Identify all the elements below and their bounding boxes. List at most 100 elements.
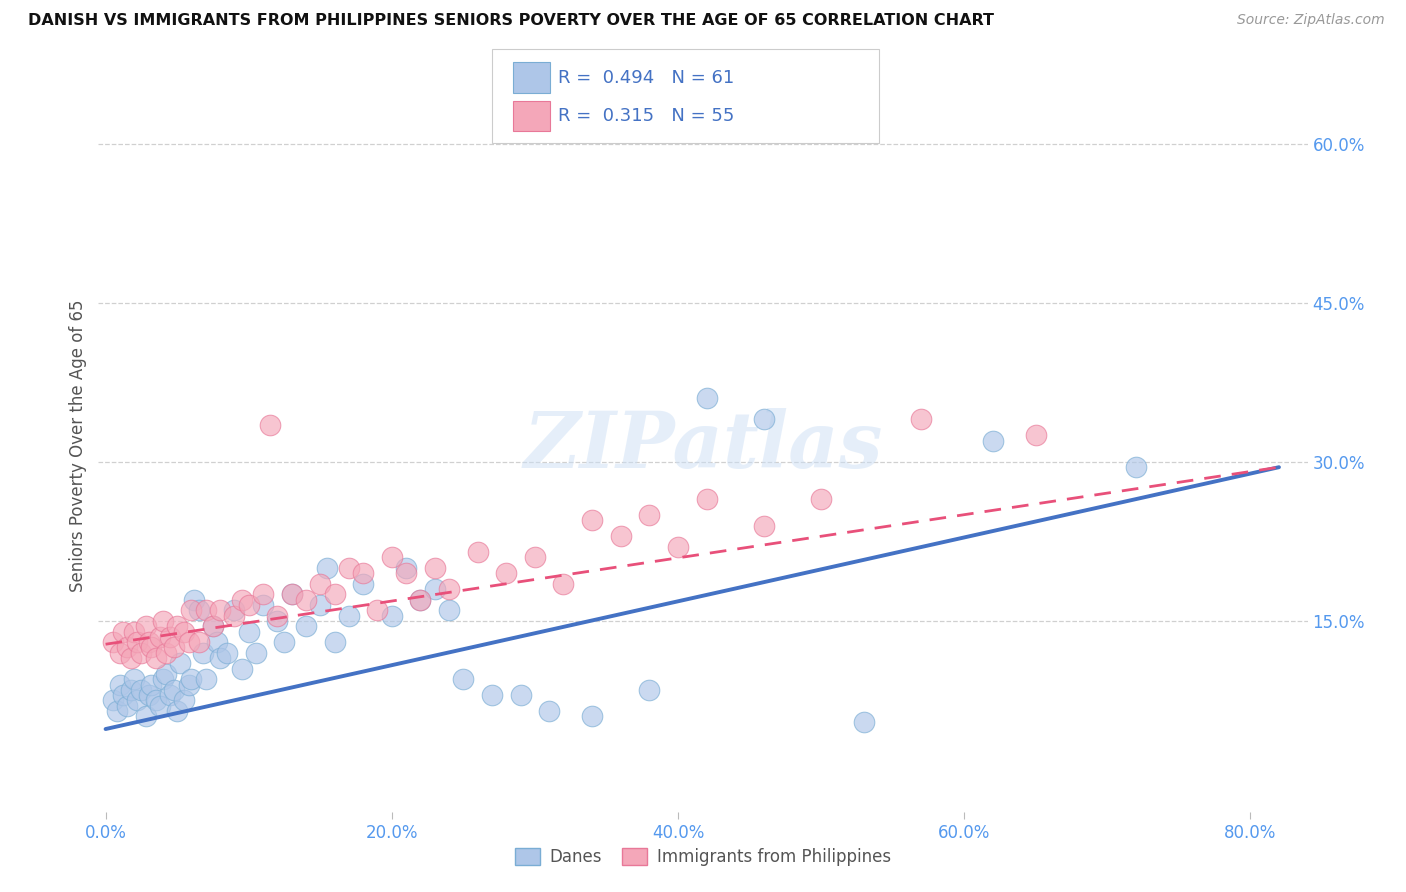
Point (209, 651, 232, 665)
Point (135, 709, 157, 723)
Point (395, 566, 418, 581)
Point (152, 672, 174, 686)
Point (273, 635, 295, 649)
Point (180, 603, 202, 617)
Point (553, 576, 575, 591)
Point (201, 619, 224, 633)
Point (581, 709, 603, 723)
Point (409, 592, 432, 607)
Point (138, 635, 160, 649)
Point (266, 614, 288, 628)
Point (337, 608, 360, 623)
Point (437, 582, 460, 596)
Point (638, 508, 661, 522)
Point (135, 619, 157, 633)
Point (581, 513, 603, 527)
Point (323, 587, 346, 601)
Point (337, 561, 360, 575)
Point (638, 682, 661, 697)
Point (295, 619, 318, 633)
Point (187, 603, 209, 617)
Point (120, 682, 142, 697)
Point (1125, 460, 1147, 475)
Point (409, 592, 432, 607)
Text: R =  0.315   N = 55: R = 0.315 N = 55 (558, 107, 734, 125)
Point (122, 672, 145, 686)
Point (108, 646, 131, 660)
Text: Source: ZipAtlas.com: Source: ZipAtlas.com (1237, 13, 1385, 28)
Point (609, 529, 631, 543)
Point (245, 646, 267, 660)
Point (309, 598, 332, 612)
Point (141, 640, 163, 655)
Point (696, 392, 718, 406)
Point (395, 561, 418, 575)
Point (131, 682, 153, 697)
Point (266, 608, 288, 623)
Text: ZIPatlas: ZIPatlas (523, 408, 883, 484)
Text: R =  0.494   N = 61: R = 0.494 N = 61 (558, 69, 734, 87)
Point (163, 640, 186, 655)
Point (149, 630, 172, 644)
Point (177, 677, 200, 691)
Point (523, 550, 546, 565)
Point (125, 635, 148, 649)
Y-axis label: Seniors Poverty Over the Age of 65: Seniors Poverty Over the Age of 65 (69, 300, 87, 592)
Point (509, 688, 531, 702)
Point (122, 624, 145, 639)
Point (201, 619, 224, 633)
Point (381, 608, 404, 623)
Point (238, 624, 260, 639)
Point (481, 688, 503, 702)
Point (173, 624, 195, 639)
Point (173, 693, 195, 707)
Point (111, 624, 134, 639)
Point (180, 672, 202, 686)
Point (191, 646, 214, 660)
Point (810, 491, 832, 506)
Point (217, 646, 239, 660)
Point (177, 635, 200, 649)
Point (467, 545, 489, 559)
Point (166, 619, 188, 633)
Point (131, 646, 153, 660)
Point (981, 434, 1004, 448)
Point (115, 640, 138, 655)
Point (183, 592, 205, 607)
Point (696, 491, 718, 506)
Point (149, 698, 172, 713)
Point (145, 651, 167, 665)
Point (115, 698, 138, 713)
Point (152, 614, 174, 628)
Point (352, 576, 374, 591)
Point (169, 657, 191, 671)
Point (495, 566, 517, 581)
Point (120, 651, 142, 665)
Point (231, 592, 253, 607)
Point (280, 587, 302, 601)
Point (187, 635, 209, 649)
Point (238, 598, 260, 612)
Point (194, 672, 217, 686)
Point (453, 672, 475, 686)
Point (252, 598, 274, 612)
Point (910, 412, 932, 426)
Point (141, 677, 163, 691)
Point (194, 603, 217, 617)
Point (852, 714, 875, 729)
Point (205, 635, 228, 649)
Text: DANISH VS IMMIGRANTS FROM PHILIPPINES SENIORS POVERTY OVER THE AGE OF 65 CORRELA: DANISH VS IMMIGRANTS FROM PHILIPPINES SE… (28, 13, 994, 29)
Point (111, 688, 134, 702)
Point (101, 693, 124, 707)
Point (423, 582, 446, 596)
Point (224, 603, 246, 617)
Point (108, 677, 131, 691)
Point (155, 646, 177, 660)
Point (752, 518, 775, 533)
Point (163, 682, 186, 697)
Point (316, 561, 339, 575)
Legend: Danes, Immigrants from Philippines: Danes, Immigrants from Philippines (508, 841, 898, 873)
Point (1025, 428, 1047, 442)
Point (105, 704, 128, 718)
Point (666, 540, 689, 554)
